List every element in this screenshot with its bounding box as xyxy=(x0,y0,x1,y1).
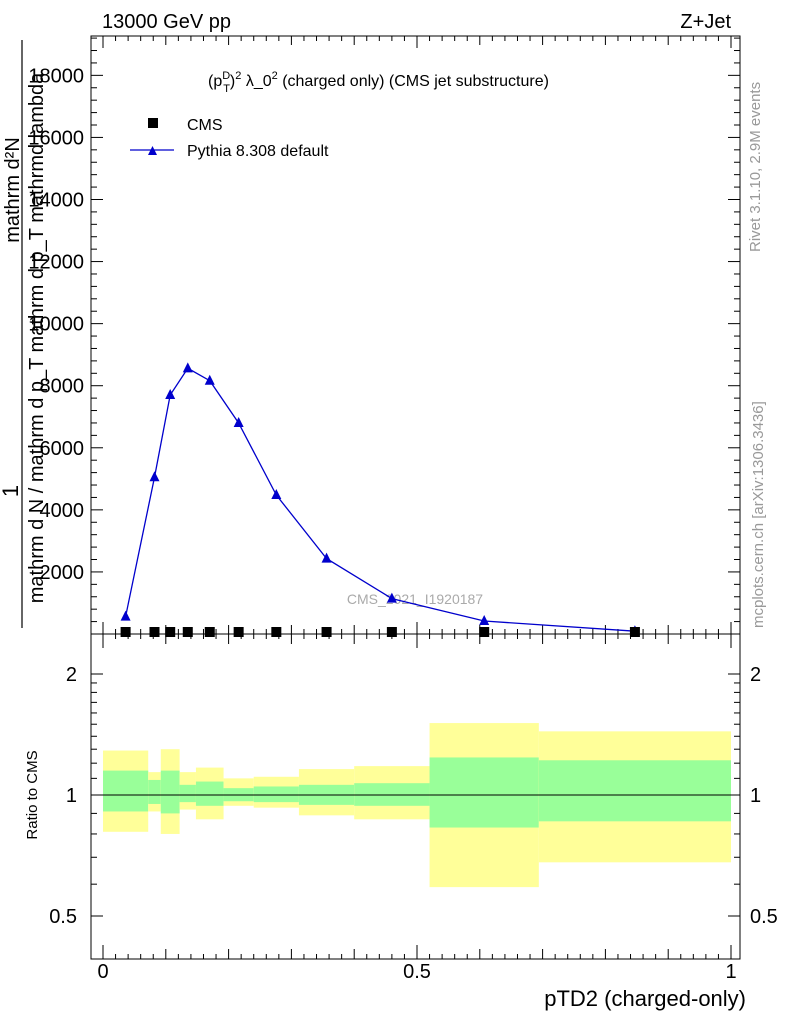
pythia-point xyxy=(479,614,490,625)
main-y-tick-labels: 2000 4000 6000 8000 10000 12000 14000 16000 1800… xyxy=(28,65,84,584)
ratio-x-tick-labels: 0 0.5 1 xyxy=(97,961,736,983)
legend-pythia-label: Pythia 8.308 default xyxy=(187,143,329,160)
pythia-point xyxy=(120,610,131,621)
ylabel-numerator: mathrm d²N xyxy=(2,137,24,243)
rivet-label: Rivet 3.1.10, 2.9M events xyxy=(747,82,764,252)
ratio-inner-band xyxy=(253,786,299,803)
main-y-label: 1 mathrm d N / mathrm d p_T mathrm d p_T… xyxy=(0,40,48,628)
pythia-point xyxy=(165,389,176,400)
ratio-y-tick-label-right: 0.5 xyxy=(750,906,778,928)
mcplots-label: mcplots.cern.ch [arXiv:1306.3436] xyxy=(750,401,767,628)
legend-pythia-marker xyxy=(148,146,157,155)
cms-point xyxy=(321,627,332,637)
main-y-tick-label: 6000 xyxy=(40,438,85,460)
pythia-line xyxy=(124,367,635,632)
main-y-tick-label: 18000 xyxy=(28,65,84,87)
ratio-y-tick-label-right: 2 xyxy=(750,664,761,686)
x-tick-label: 1 xyxy=(725,961,736,983)
ratio-y-tick-label: 1 xyxy=(66,785,77,807)
x-tick-label: 0.5 xyxy=(403,961,431,983)
cms-point xyxy=(165,627,176,637)
pythia-point xyxy=(386,592,397,603)
ratio-y-tick-label: 2 xyxy=(66,664,77,686)
ratio-axis-ticks xyxy=(91,634,740,959)
x-tick-label: 0 xyxy=(97,961,108,983)
pythia-point xyxy=(182,362,193,373)
ratio-inner-band xyxy=(160,770,180,814)
ratio-inner-band xyxy=(179,784,196,803)
ratio-panel: 0.5 0.51 12 2 0 0.5 1 Ratio to CMS pTD2 (char… xyxy=(24,633,778,1011)
ylabel-fraction-numerator: 1 xyxy=(0,485,23,497)
main-y-tick-label: 16000 xyxy=(28,127,84,149)
ratio-inner-band xyxy=(103,770,149,812)
main-y-tick-label: 2000 xyxy=(40,562,85,584)
analysis-watermark: CMS_2021_I1920187 xyxy=(347,591,483,607)
ratio-inner-band xyxy=(354,783,430,806)
ratio-y-tick-label-right: 1 xyxy=(750,785,761,807)
legend-cms-label: CMS xyxy=(187,117,223,134)
main-series xyxy=(120,362,640,637)
cms-point xyxy=(149,627,160,637)
ratio-y-label: Ratio to CMS xyxy=(24,750,41,839)
main-y-tick-label: 4000 xyxy=(40,500,85,522)
cms-point xyxy=(479,627,490,637)
cms-point xyxy=(629,627,640,637)
x-axis-label: pTD2 (charged-only) xyxy=(544,986,746,1011)
header-right: Z+Jet xyxy=(680,11,731,33)
ratio-bands xyxy=(103,723,731,888)
pythia-point xyxy=(233,416,244,427)
pythia-point xyxy=(271,488,282,499)
cms-point xyxy=(386,627,397,637)
pythia-point xyxy=(149,471,160,482)
cms-point xyxy=(271,627,282,637)
ratio-inner-band xyxy=(429,757,539,828)
main-title: (pD T)2 λ_02 (charged only) (CMS jet subs… xyxy=(208,70,549,95)
ratio-y-tick-label: 0.5 xyxy=(49,906,77,928)
main-y-tick-label: 12000 xyxy=(28,252,84,274)
ratio-inner-band xyxy=(538,760,731,822)
pythia-point xyxy=(204,374,215,385)
cms-point xyxy=(182,627,193,637)
main-y-tick-label: 8000 xyxy=(40,376,85,398)
main-y-tick-label: 14000 xyxy=(28,189,84,211)
ylabel-denominator: mathrm d N / mathrm d p_T mathrm d p_T m… xyxy=(26,72,48,603)
ratio-y-tick-labels: 0.5 0.5 1 1 2 2 xyxy=(49,664,778,928)
cms-point xyxy=(120,627,131,637)
pythia-point xyxy=(321,552,332,563)
cms-point xyxy=(233,627,244,637)
main-panel: 2000 4000 6000 8000 10000 12000 14000 16000 1800… xyxy=(28,35,741,637)
legend: CMS Pythia 8.308 default xyxy=(130,117,329,160)
ratio-inner-band xyxy=(148,779,161,804)
ratio-frame xyxy=(90,633,741,960)
ratio-inner-band xyxy=(195,781,224,806)
header-left: 13000 GeV pp xyxy=(102,11,231,33)
cms-point xyxy=(204,627,215,637)
main-y-tick-label: 10000 xyxy=(28,314,84,336)
legend-cms-marker xyxy=(148,118,158,128)
